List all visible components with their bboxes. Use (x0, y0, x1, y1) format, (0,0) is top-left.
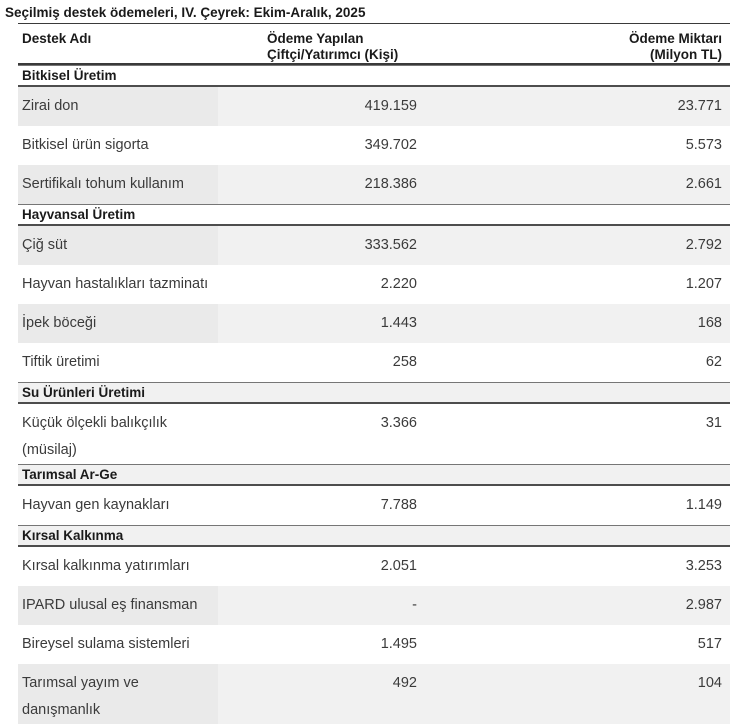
amount-cell: 5.573 (685, 137, 722, 153)
payees-count-cell: 2.220 (380, 276, 417, 292)
support-name-line: (müsilaj) (22, 442, 77, 458)
payees-count-cell: 419.159 (218, 87, 455, 126)
amount-cell: 62 (705, 354, 722, 370)
support-name-cell: Hayvan gen kaynakları (18, 486, 218, 525)
support-name-line: Çiğ süt (22, 237, 68, 253)
support-name-line: Hayvan hastalıkları tazminatı (22, 276, 209, 292)
amount-cell: 168 (455, 304, 730, 343)
support-name-line: Hayvan gen kaynakları (22, 497, 170, 513)
payees-count-cell: 349.702 (364, 137, 417, 153)
support-name-cell: Tiftik üretimi (18, 343, 218, 382)
support-name-line: Sertifikalı tohum kullanım (22, 176, 184, 192)
payees-count-cell: 492 (218, 664, 455, 724)
amount-cell: 2.661 (455, 165, 730, 204)
payees-count-cell: 3.366 (380, 415, 417, 431)
section-header-row: Su Ürünleri Üretimi (18, 382, 730, 404)
table-row: Hayvan gen kaynakları 7.788 1.149 (18, 486, 730, 525)
amount-cell: 3.253 (685, 558, 722, 574)
section-header-row: Kırsal Kalkınma (18, 525, 730, 547)
support-name-cell: Hayvan hastalıkları tazminatı (18, 265, 218, 304)
payees-count-cell: 1.495 (380, 636, 417, 652)
col-header-amount: Ödeme Miktarı (Milyon TL) (455, 31, 730, 63)
support-name-line: Bireysel sulama sistemleri (22, 636, 190, 652)
table-row: IPARD ulusal eş finansman - 2.987 (18, 586, 730, 625)
support-name-cell: Küçük ölçekli balıkçılık (müsilaj) (18, 404, 218, 464)
table-header-row: Destek Adı Ödeme Yapılan Çiftçi/Yatırımc… (18, 24, 730, 65)
section-header-label: Bitkisel Üretim (22, 68, 117, 83)
amount-cell: 1.207 (685, 276, 722, 292)
amount-cell: 104 (455, 664, 730, 724)
amount-cell: 517 (697, 636, 722, 652)
support-name-line: Tiftik üretimi (22, 354, 100, 370)
payees-count-cell: 218.386 (218, 165, 455, 204)
section-header-label: Hayvansal Üretim (22, 207, 136, 222)
col-header-payees-line2: Çiftçi/Yatırımcı (Kişi) (267, 46, 399, 62)
support-name-line: IPARD ulusal eş finansman (22, 597, 198, 613)
support-name-line: Tarımsal yayım ve (22, 675, 139, 691)
table-row: Küçük ölçekli balıkçılık (müsilaj) 3.366 … (18, 404, 730, 464)
support-name-line: Küçük ölçekli balıkçılık (22, 415, 168, 431)
table-row: Bireysel sulama sistemleri 1.495 517 (18, 625, 730, 664)
section-header-label: Su Ürünleri Üretimi (22, 385, 146, 400)
col-header-amount-line2: (Milyon TL) (650, 46, 722, 62)
table-row: İpek böceği 1.443 168 (18, 304, 730, 343)
table-row: Çiğ süt 333.562 2.792 (18, 226, 730, 265)
support-name-cell: Çiğ süt (18, 226, 218, 265)
section-header-row: Bitkisel Üretim (18, 65, 730, 87)
table-row: Kırsal kalkınma yatırımları 2.051 3.253 (18, 547, 730, 586)
table-row: Zirai don 419.159 23.771 (18, 87, 730, 126)
amount-cell: 1.149 (685, 497, 722, 513)
section-header-label: Tarımsal Ar-Ge (22, 467, 118, 482)
payees-count-cell: 7.788 (380, 497, 417, 513)
table-body: Bitkisel Üretim Zirai don 419.159 23.771… (18, 65, 730, 724)
amount-cell: 23.771 (455, 87, 730, 126)
support-name-line: danışmanlık (22, 702, 101, 718)
table-row: Sertifikalı tohum kullanım 218.386 2.661 (18, 165, 730, 204)
support-name-line: Zirai don (22, 98, 79, 114)
support-name-cell: Sertifikalı tohum kullanım (18, 165, 218, 204)
support-name-cell: Bireysel sulama sistemleri (18, 625, 218, 664)
support-payments-table: Destek Adı Ödeme Yapılan Çiftçi/Yatırımc… (18, 23, 730, 724)
table-row: Hayvan hastalıkları tazminatı 2.220 1.20… (18, 265, 730, 304)
col-header-amount-line1: Ödeme Miktarı (628, 31, 722, 46)
support-name-line: İpek böceği (22, 315, 97, 331)
col-header-support-name: Destek Adı (18, 31, 218, 63)
support-name-line: Kırsal kalkınma yatırımları (22, 558, 190, 574)
support-name-cell: Bitkisel ürün sigorta (18, 126, 218, 165)
col-header-support-name-label: Destek Adı (22, 31, 92, 46)
support-name-cell: İpek böceği (18, 304, 218, 343)
section-header-row: Tarımsal Ar-Ge (18, 464, 730, 486)
amount-cell: 31 (705, 415, 722, 431)
support-name-cell: Tarımsal yayım ve danışmanlık (18, 664, 218, 724)
support-name-cell: Kırsal kalkınma yatırımları (18, 547, 218, 586)
section-header-row: Hayvansal Üretim (18, 204, 730, 226)
support-name-line: Bitkisel ürün sigorta (22, 137, 149, 153)
payees-count-cell: 1.443 (218, 304, 455, 343)
amount-cell: 2.987 (455, 586, 730, 625)
payees-count-cell: 2.051 (380, 558, 417, 574)
support-name-cell: Zirai don (18, 87, 218, 126)
col-header-payees: Ödeme Yapılan Çiftçi/Yatırımcı (Kişi) (218, 31, 455, 63)
payees-count-cell: - (218, 586, 455, 625)
col-header-payees-line1: Ödeme Yapılan (267, 31, 364, 46)
amount-cell: 2.792 (455, 226, 730, 265)
payees-count-cell: 333.562 (218, 226, 455, 265)
table-row: Tarımsal yayım ve danışmanlık 492 104 (18, 664, 730, 724)
support-name-cell: IPARD ulusal eş finansman (18, 586, 218, 625)
section-header-label: Kırsal Kalkınma (22, 528, 124, 543)
payees-count-cell: 258 (392, 354, 417, 370)
table-row: Bitkisel ürün sigorta 349.702 5.573 (18, 126, 730, 165)
table-row: Tiftik üretimi 258 62 (18, 343, 730, 382)
page-title: Seçilmiş destek ödemeleri, IV. Çeyrek: E… (5, 5, 366, 20)
